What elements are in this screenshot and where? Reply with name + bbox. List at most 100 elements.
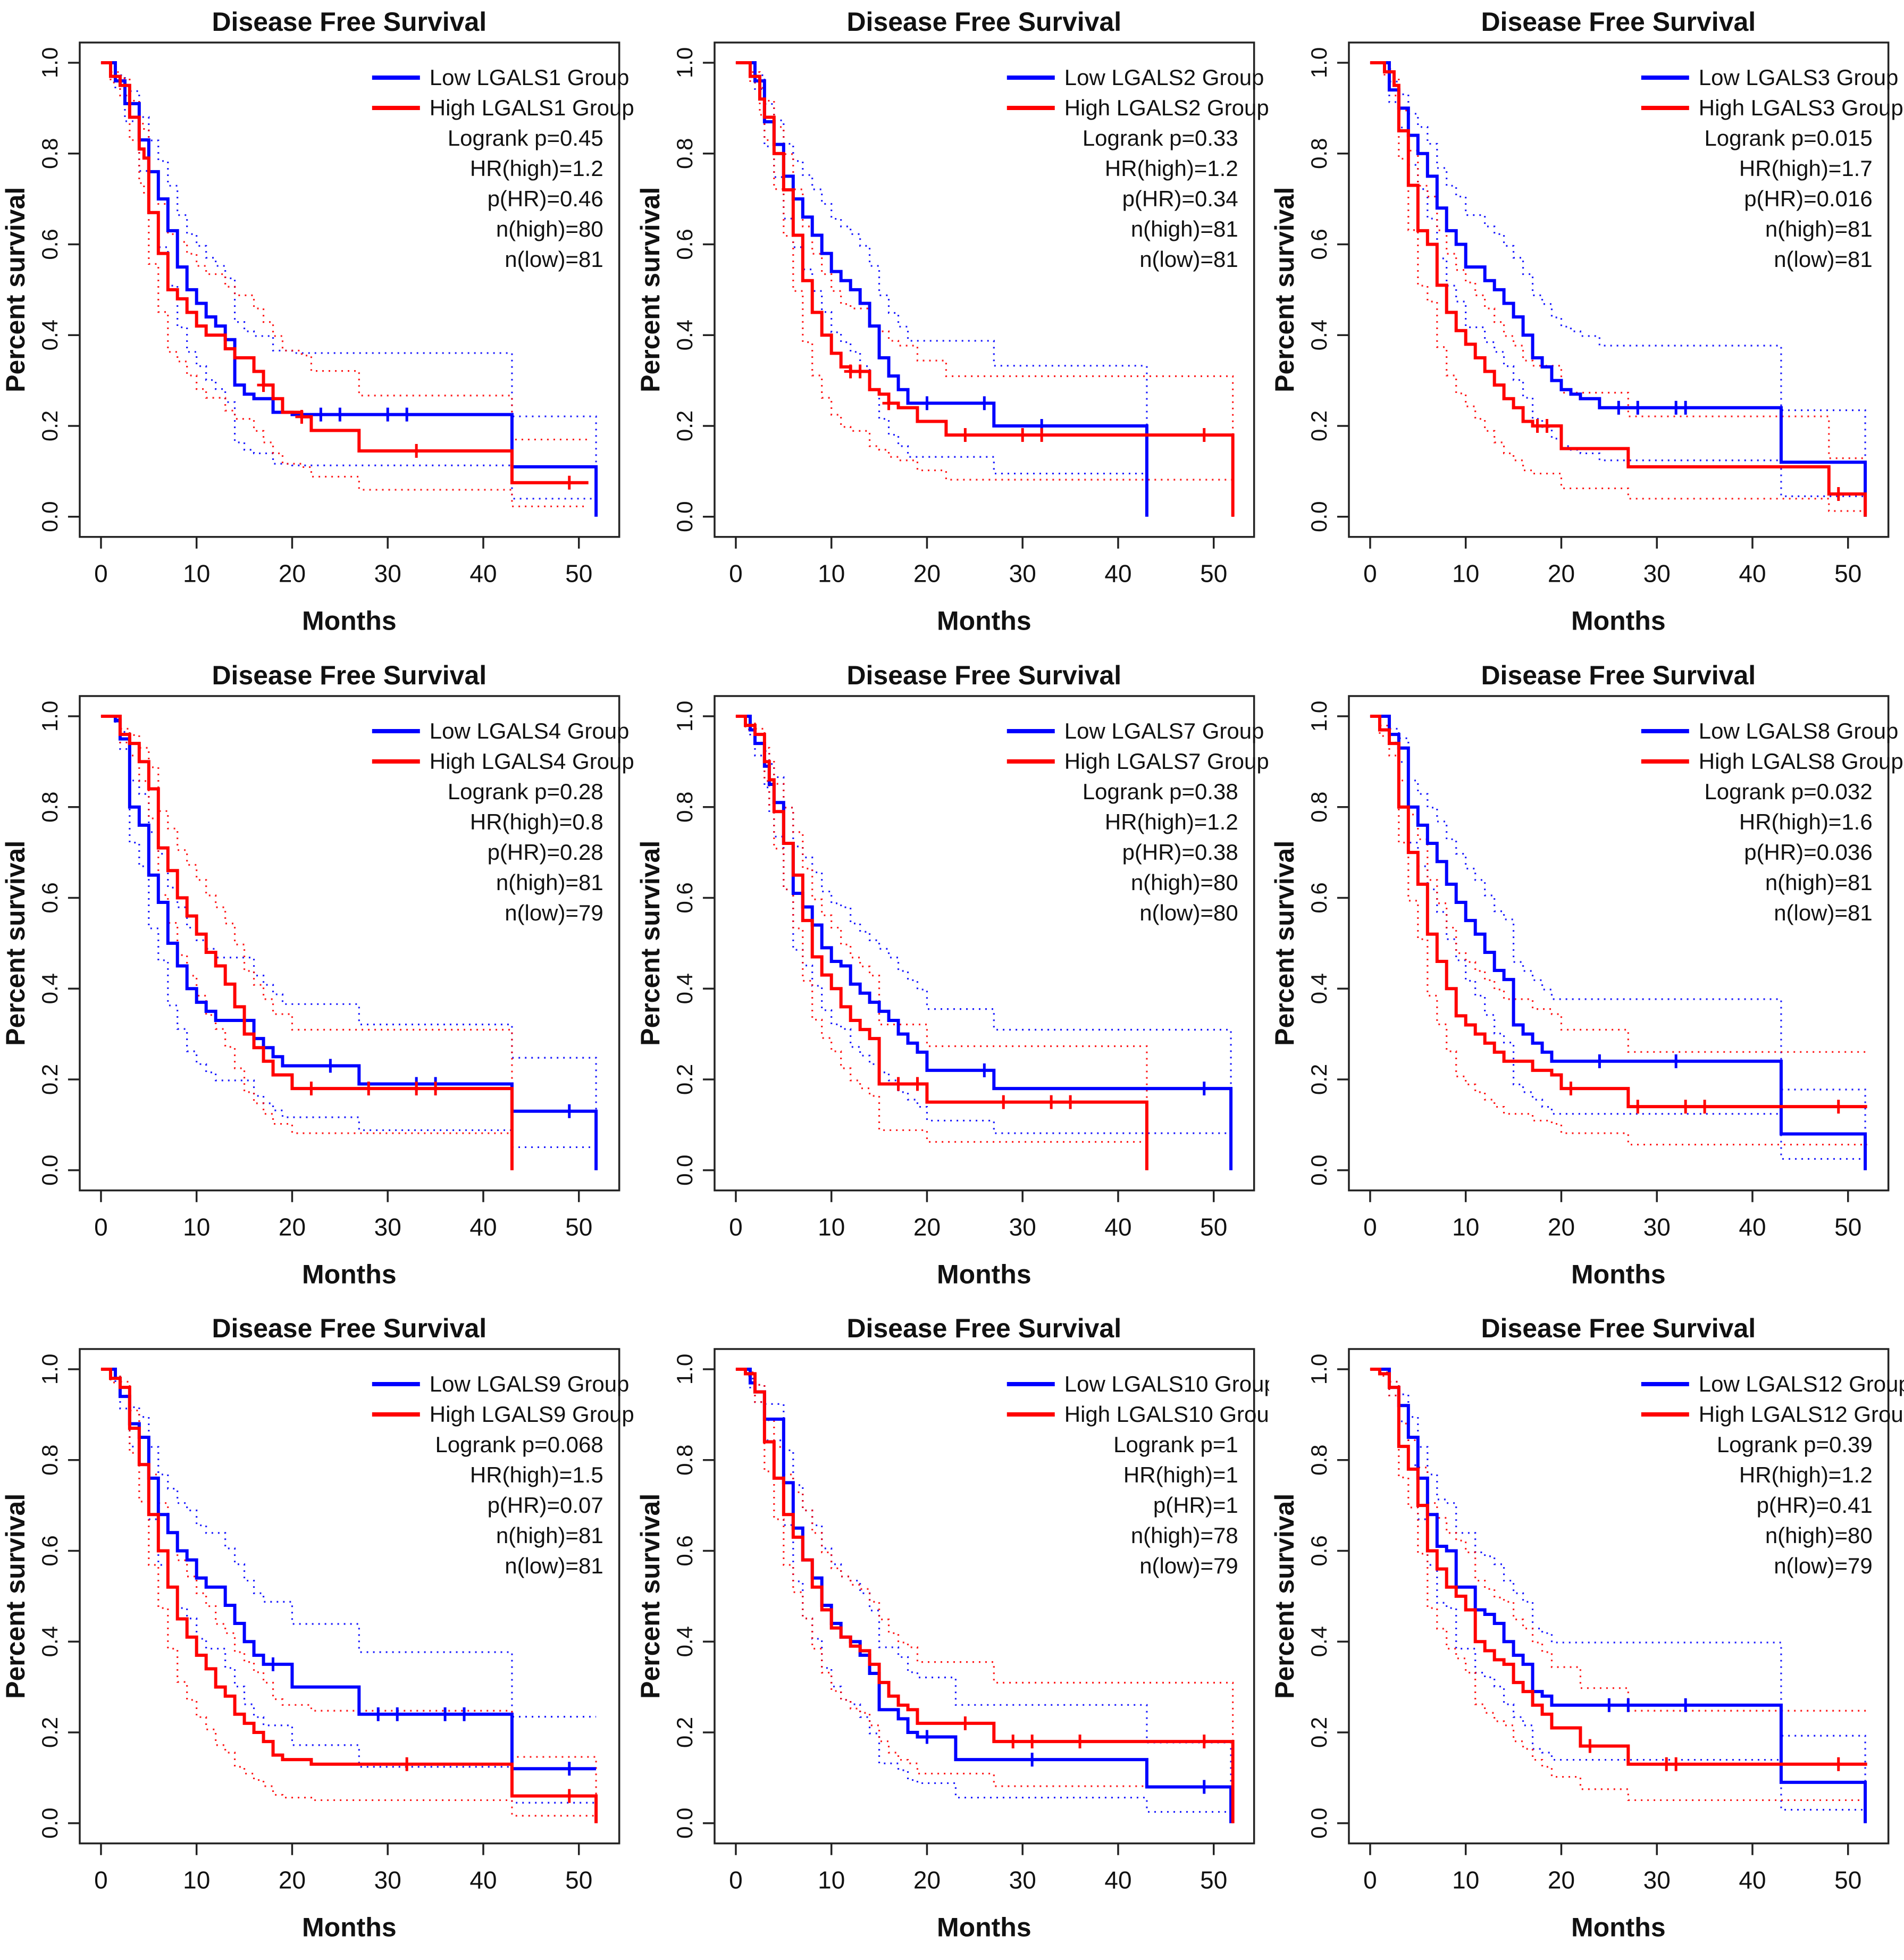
low-censor-mark	[1670, 1054, 1683, 1068]
y-tick-label: 0.0	[672, 1808, 697, 1839]
x-tick-label: 0	[1363, 1213, 1377, 1241]
low-censor-mark	[1025, 1753, 1038, 1767]
y-tick-label: 0.6	[37, 1536, 62, 1567]
x-tick-label: 40	[1104, 1213, 1131, 1241]
y-tick-label: 0.2	[672, 1717, 697, 1748]
stat-hr-high: HR(high)=0.8	[470, 809, 603, 834]
stat-logrank-p: Logrank p=0.068	[435, 1432, 603, 1457]
x-axis-label: Months	[937, 1259, 1031, 1289]
low-censor-mark	[977, 1063, 991, 1077]
high-censor-mark	[429, 1081, 442, 1095]
y-tick-label: 1.0	[672, 700, 697, 731]
high-censor-mark	[1197, 1735, 1211, 1749]
legend-label-high: High LGALS12 Group	[1699, 1402, 1904, 1427]
panel-title: Disease Free Survival	[1481, 660, 1756, 690]
high-censor-mark	[305, 1081, 318, 1095]
high-km-curve	[1370, 61, 1867, 517]
y-axis-label: Percent survival	[1270, 1494, 1299, 1699]
x-tick-label: 50	[1834, 1213, 1861, 1241]
km-panel-LGALS12: 0.0 0.2 0.4 0.6 0.8 1.0 0 10 20 30 40 50 Percent sur…	[1269, 1306, 1904, 1960]
legend-label-low: Low LGALS8 Group	[1699, 718, 1899, 743]
panel-title: Disease Free Survival	[212, 7, 487, 37]
low-censor-mark	[458, 1707, 471, 1722]
y-tick-label: 0.4	[672, 973, 697, 1004]
stat-logrank-p: Logrank p=0.015	[1705, 125, 1873, 150]
x-tick-label: 10	[1452, 1866, 1479, 1894]
stat-p-hr: p(HR)=0.34	[1122, 186, 1238, 211]
plot-box	[713, 694, 1255, 1192]
high-km-curve	[735, 714, 1148, 1170]
y-axis-label: Percent survival	[635, 840, 665, 1045]
x-tick-label: 20	[913, 1213, 941, 1241]
panel-background	[634, 1306, 1270, 1960]
legend-label-low: Low LGALS10 Group	[1064, 1371, 1269, 1396]
low-censor-mark	[381, 407, 395, 422]
legend-label-low: Low LGALS9 Group	[430, 1371, 630, 1396]
stat-n-high: n(high)=80	[1130, 870, 1238, 895]
low-ci-lower-curve	[735, 715, 1232, 1170]
x-tick-label: 30	[374, 1213, 401, 1241]
x-tick-label: 0	[94, 1866, 108, 1894]
y-tick-label: 0.0	[37, 1808, 62, 1839]
x-tick-label: 50	[1834, 1866, 1861, 1894]
plot-box	[79, 41, 620, 538]
x-tick-label: 40	[1739, 1866, 1766, 1894]
plot-box	[1348, 1348, 1890, 1845]
x-tick-label: 0	[729, 1213, 743, 1241]
panel-background	[1269, 0, 1904, 654]
stat-hr-high: HR(high)=1	[1123, 1462, 1238, 1487]
legend-label-high: High LGALS4 Group	[430, 749, 634, 774]
legend-label-high: High LGALS1 Group	[430, 95, 634, 120]
low-censor-mark	[1679, 400, 1692, 415]
high-ci-upper-curve	[735, 62, 1234, 517]
y-tick-label: 0.0	[1306, 501, 1331, 532]
panel-background	[1269, 653, 1904, 1307]
x-tick-label: 30	[1009, 1866, 1036, 1894]
stat-hr-high: HR(high)=1.2	[1105, 809, 1238, 834]
stat-hr-high: HR(high)=1.7	[1739, 156, 1873, 181]
x-tick-label: 40	[1739, 560, 1766, 588]
panel-background	[0, 1306, 635, 1960]
y-tick-label: 0.8	[672, 138, 697, 169]
stat-n-low: n(low)=79	[1774, 1553, 1873, 1578]
low-censor-mark	[920, 396, 934, 411]
y-tick-label: 0.6	[1306, 229, 1331, 259]
high-censor-mark	[853, 364, 867, 379]
y-tick-label: 0.8	[37, 1445, 62, 1476]
y-tick-label: 0.0	[1306, 1154, 1331, 1185]
x-tick-label: 20	[1548, 1866, 1575, 1894]
stat-n-high: n(high)=81	[1765, 216, 1873, 241]
x-tick-label: 0	[729, 1866, 743, 1894]
high-censor-mark	[563, 1789, 576, 1803]
high-censor-mark	[911, 1077, 924, 1091]
y-tick-label: 0.8	[1306, 1445, 1331, 1476]
low-km-curve	[1370, 1368, 1867, 1824]
stat-p-hr: p(HR)=0.07	[488, 1493, 603, 1518]
x-tick-label: 30	[374, 560, 401, 588]
legend-label-high: High LGALS9 Group	[430, 1402, 634, 1427]
stat-logrank-p: Logrank p=0.45	[448, 125, 603, 150]
high-censor-mark	[1583, 1739, 1597, 1753]
low-censor-mark	[391, 1707, 404, 1722]
high-censor-mark	[1035, 428, 1048, 442]
x-tick-label: 50	[565, 1213, 592, 1241]
x-tick-label: 0	[94, 1213, 108, 1241]
x-tick-label: 10	[818, 560, 845, 588]
x-tick-label: 10	[818, 1213, 845, 1241]
x-tick-label: 20	[913, 1866, 941, 1894]
stat-n-low: n(low)=80	[1139, 900, 1238, 925]
stat-hr-high: HR(high)=1.5	[470, 1462, 603, 1487]
panel-title: Disease Free Survival	[846, 1313, 1121, 1343]
km-panel-LGALS3: 0.0 0.2 0.4 0.6 0.8 1.0 0 10 20 30 40 50 Percent sur…	[1269, 0, 1904, 654]
legend-label-high: High LGALS3 Group	[1699, 95, 1903, 120]
x-tick-label: 20	[1548, 560, 1575, 588]
high-censor-mark	[882, 396, 895, 411]
low-ci-upper-curve	[100, 1368, 597, 1718]
y-tick-label: 1.0	[37, 1354, 62, 1385]
km-panel-LGALS1: 0.0 0.2 0.4 0.6 0.8 1.0 0 10 20 30 40 50 Percent sur…	[0, 0, 635, 654]
panel-background	[634, 653, 1270, 1307]
y-tick-label: 0.2	[1306, 1063, 1331, 1094]
km-panel-LGALS10: 0.0 0.2 0.4 0.6 0.8 1.0 0 10 20 30 40 50 Percent sur…	[634, 1306, 1270, 1960]
panel-background	[0, 0, 635, 654]
y-tick-label: 0.6	[37, 882, 62, 913]
